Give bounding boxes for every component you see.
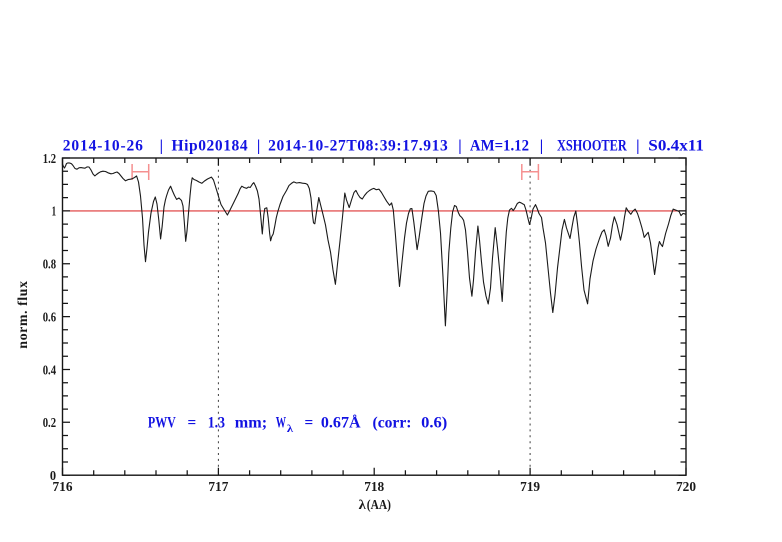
svg-text:XSHOOTER: XSHOOTER xyxy=(557,137,627,154)
svg-text:0.4: 0.4 xyxy=(43,363,56,378)
svg-text:|: | xyxy=(257,137,260,154)
svg-text:1.3: 1.3 xyxy=(208,414,225,431)
svg-text:=: = xyxy=(188,414,197,431)
svg-text:=: = xyxy=(305,414,314,431)
svg-text:0.6: 0.6 xyxy=(43,310,56,325)
svg-text:720: 720 xyxy=(676,480,696,495)
svg-text:norm. flux: norm. flux xyxy=(16,281,31,349)
svg-text:719: 719 xyxy=(520,480,540,495)
svg-text:716: 716 xyxy=(53,480,73,495)
svg-text:0.8: 0.8 xyxy=(43,258,56,273)
svg-text:PWV: PWV xyxy=(148,414,176,431)
svg-text:λ: λ xyxy=(359,498,366,513)
svg-text:S0.4x11: S0.4x11 xyxy=(648,137,704,154)
svg-text:0.67Å: 0.67Å xyxy=(321,414,361,431)
svg-text:(AA): (AA) xyxy=(367,497,391,512)
svg-text:AM=1.12: AM=1.12 xyxy=(470,137,529,154)
svg-text:(corr:: (corr: xyxy=(373,414,412,431)
svg-text:2014-10-26: 2014-10-26 xyxy=(63,137,143,154)
svg-text:1.2: 1.2 xyxy=(43,152,56,167)
svg-text:0.2: 0.2 xyxy=(43,416,56,431)
svg-text:|: | xyxy=(636,137,639,154)
svg-text:718: 718 xyxy=(364,480,384,495)
svg-text:|: | xyxy=(540,137,543,154)
svg-text:0.6): 0.6) xyxy=(421,414,447,431)
svg-text:1: 1 xyxy=(52,205,57,220)
svg-text:W: W xyxy=(276,414,287,431)
svg-text:Hip020184: Hip020184 xyxy=(172,137,248,154)
svg-text:λ: λ xyxy=(287,423,294,435)
svg-text:|: | xyxy=(160,137,163,154)
svg-text:2014-10-27T08:39:17.913: 2014-10-27T08:39:17.913 xyxy=(268,137,448,154)
svg-text:717: 717 xyxy=(208,480,228,495)
svg-text:0: 0 xyxy=(50,469,56,484)
svg-text:|: | xyxy=(458,137,461,154)
svg-text:mm;: mm; xyxy=(235,414,267,431)
